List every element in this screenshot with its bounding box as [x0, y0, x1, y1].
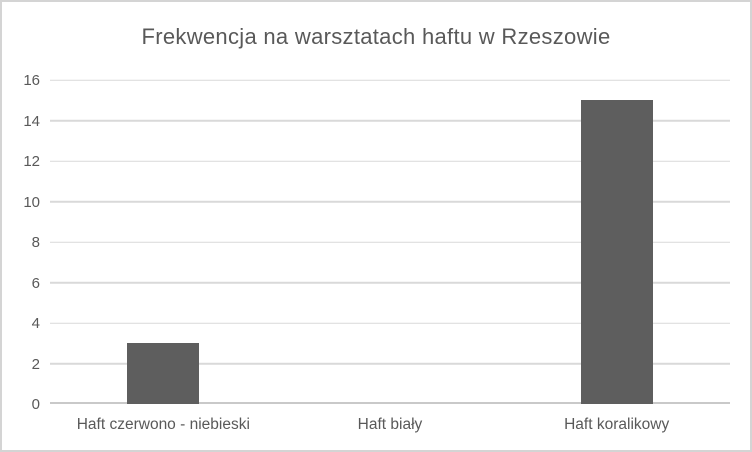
gridline [50, 160, 730, 162]
gridline [50, 119, 730, 122]
y-tick-label: 2 [31, 355, 40, 373]
y-tick-label: 12 [23, 152, 40, 170]
plot-area: 0 2 4 6 8 10 12 14 16 Haft czerwono - niebieski Ha… [23, 73, 730, 433]
y-tick-label: 16 [23, 71, 40, 89]
bar [580, 100, 653, 404]
y-tick-label: 8 [31, 233, 40, 251]
chart-title: Frekwencja na warsztatach haftu w Rzeszo… [141, 24, 611, 49]
gridline [50, 241, 730, 243]
gridline [50, 322, 730, 324]
y-tick-label: 14 [23, 112, 40, 130]
gridline [50, 281, 730, 284]
x-category-label: Haft czerwono - niebieski [76, 416, 250, 433]
y-tick-label: 4 [31, 314, 40, 332]
gridline [50, 200, 730, 203]
x-category-label: Haft biały [357, 416, 423, 433]
bar [127, 343, 200, 404]
y-tick-label: 10 [23, 193, 40, 211]
y-tick-label: 6 [31, 274, 40, 292]
gridline [50, 362, 730, 365]
x-axis-line [50, 402, 730, 404]
gridline [50, 79, 730, 81]
x-category-label: Haft koralikowy [564, 416, 670, 433]
y-tick-label: 0 [31, 395, 40, 413]
